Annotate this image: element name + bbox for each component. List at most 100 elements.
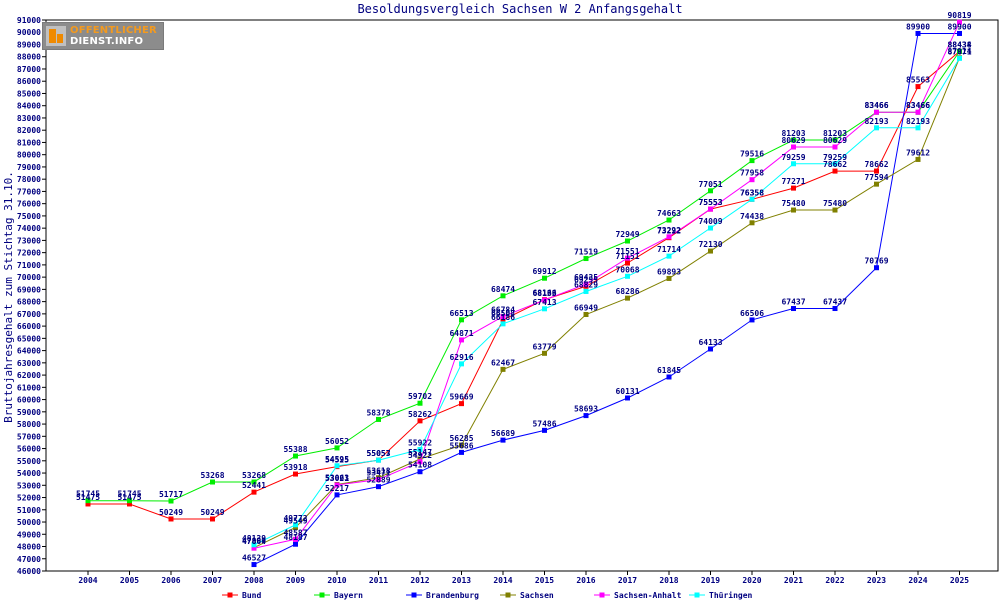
y-tick-label: 64000 (17, 347, 41, 356)
y-tick-label: 48000 (17, 543, 41, 552)
y-tick-label: 57000 (17, 432, 41, 441)
data-label: 68286 (615, 287, 639, 296)
data-label: 70769 (864, 257, 888, 266)
x-tick-label: 2009 (286, 576, 305, 585)
data-label: 68474 (491, 285, 515, 294)
data-label: 87914 (947, 47, 971, 56)
data-label: 58693 (574, 405, 598, 414)
data-label: 62467 (491, 358, 515, 367)
data-point (376, 477, 381, 483)
series-line-th-ringen (253, 58, 960, 546)
data-point (500, 437, 506, 443)
series-line-bayern (88, 51, 960, 502)
data-label: 59669 (449, 393, 473, 402)
data-label: 80629 (823, 136, 847, 145)
data-label: 77271 (781, 177, 805, 186)
y-tick-label: 84000 (17, 102, 41, 111)
data-point (625, 255, 630, 261)
data-point (459, 317, 464, 323)
data-point (127, 501, 132, 507)
data-label: 51475 (117, 493, 141, 502)
data-point (666, 374, 672, 380)
data-point (293, 453, 298, 459)
data-point (791, 137, 796, 143)
data-label: 63779 (532, 342, 556, 351)
data-point (417, 400, 423, 406)
logo-icon (46, 26, 66, 46)
x-tick-label: 2018 (659, 576, 678, 585)
y-tick-label: 86000 (17, 77, 41, 86)
y-tick-label: 78000 (17, 175, 41, 184)
data-point (210, 516, 215, 522)
x-tick-label: 2011 (369, 576, 388, 585)
data-label: 52441 (242, 481, 266, 490)
data-label: 71551 (615, 247, 639, 256)
data-label: 75553 (698, 198, 722, 207)
data-label: 81203 (823, 129, 847, 138)
data-label: 83466 (864, 101, 888, 110)
data-point (417, 456, 423, 462)
y-tick-label: 89000 (17, 40, 41, 49)
axes: 46000 47000 48000 49000 50000 51000 52000 53000… (17, 16, 969, 585)
data-label: 69435 (574, 273, 598, 282)
data-label: 48587 (283, 528, 307, 537)
legend: Bund Bayern Brandenburg Sachsen Sachsen-Anha… (222, 590, 753, 600)
data-point (500, 314, 506, 320)
data-point (915, 84, 921, 90)
data-point (749, 220, 755, 226)
y-tick-label: 76000 (17, 200, 41, 209)
y-tick-label: 74000 (17, 224, 41, 233)
data-point (666, 217, 672, 223)
data-point (832, 161, 838, 167)
y-tick-label: 91000 (17, 16, 41, 25)
data-point (334, 445, 340, 451)
data-point (168, 498, 174, 504)
data-label: 85563 (906, 76, 930, 85)
x-tick-label: 2021 (784, 576, 803, 585)
data-label: 50249 (159, 508, 183, 517)
data-point (666, 253, 672, 259)
data-point (832, 207, 838, 213)
data-label: 67437 (781, 298, 805, 307)
x-tick-label: 2017 (618, 576, 637, 585)
legend-marker (599, 592, 605, 598)
data-point (625, 260, 630, 266)
data-point (874, 181, 879, 187)
data-label: 55922 (408, 439, 432, 448)
data-point (832, 168, 838, 174)
data-point (957, 19, 962, 25)
data-point (417, 418, 423, 424)
y-tick-label: 70000 (17, 273, 41, 282)
data-label: 51717 (159, 490, 183, 499)
data-point (500, 321, 506, 327)
legend-item: Bayern (314, 591, 363, 600)
data-label: 81203 (781, 129, 805, 138)
y-tick-label: 77000 (17, 187, 41, 196)
data-point (708, 206, 713, 212)
data-point (500, 293, 506, 299)
data-point (832, 306, 838, 312)
data-label: 68829 (574, 280, 598, 289)
data-point (127, 498, 132, 504)
legend-label: Bayern (334, 591, 363, 600)
data-point (542, 297, 547, 303)
series-line-brandenburg (253, 33, 960, 565)
data-point (210, 479, 215, 485)
data-label: 55388 (283, 445, 307, 454)
data-label: 80629 (781, 136, 805, 145)
data-point (583, 281, 589, 287)
y-tick-label: 60000 (17, 396, 41, 405)
data-point (293, 536, 298, 542)
data-point (583, 288, 589, 294)
data-label: 52889 (366, 476, 390, 485)
data-point (791, 161, 796, 167)
data-point (957, 48, 962, 54)
data-point (874, 125, 879, 131)
x-tick-label: 2006 (161, 576, 180, 585)
y-tick-label: 46000 (17, 567, 41, 576)
data-point (957, 55, 962, 61)
logo-line-1: OFFENTLICHER (70, 25, 157, 36)
data-point (85, 501, 91, 507)
data-point (708, 346, 713, 352)
